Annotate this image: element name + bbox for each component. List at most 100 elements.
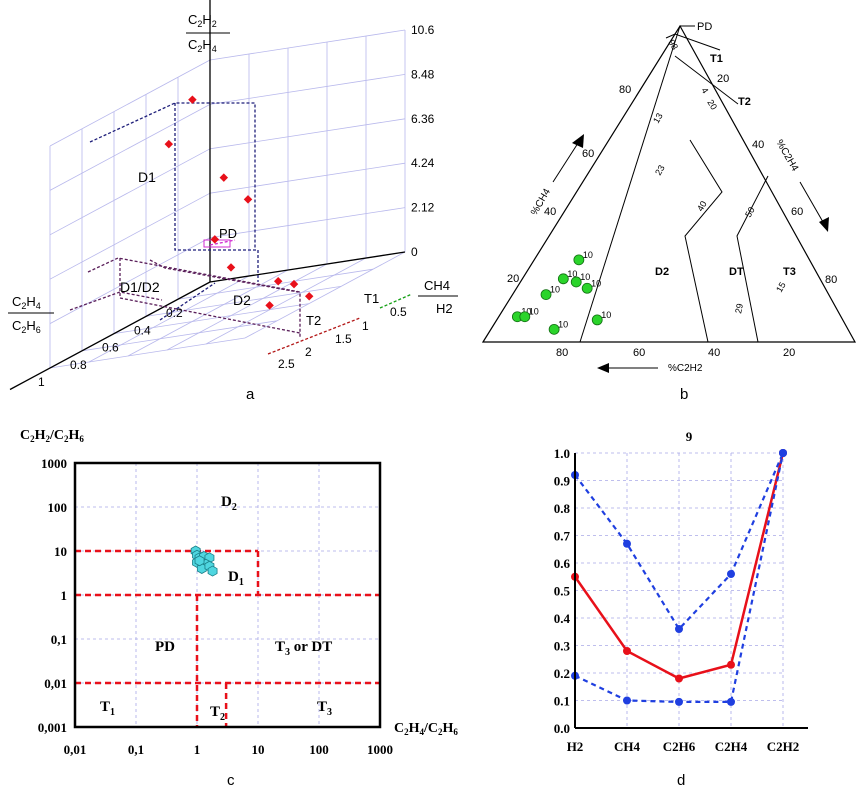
- panel-c-xlabel: C2H4/C2H6: [394, 721, 458, 737]
- panel-b-region-t1: T1: [710, 53, 723, 65]
- panel-b-point: [591, 314, 603, 326]
- panel-c-point: [194, 555, 205, 567]
- panel-a-z-tick: 0: [411, 245, 418, 259]
- panel-a-ylabel-num: CH4: [424, 278, 450, 293]
- panel-a-point: [243, 195, 253, 204]
- panel-a-grid-line: [177, 268, 374, 300]
- panel-d-point: [675, 625, 683, 633]
- panel-a-caption: a: [246, 386, 255, 403]
- panel-c-log-plot: 0,01 0,1 1 10 100 10000,0010,010,11101001000 …: [20, 428, 458, 789]
- panel-b-bottom-tick: 60: [633, 347, 645, 359]
- panel-a-point: [219, 173, 229, 182]
- panel-a-point: [226, 263, 236, 272]
- panel-c-region-d2: D2: [221, 494, 237, 513]
- panel-a-grid-line: [244, 251, 406, 339]
- panel-b-inner-label: 29: [733, 303, 745, 315]
- panel-a-grid-line: [49, 104, 211, 191]
- panel-d-point: [623, 539, 631, 548]
- panel-d-point: [727, 660, 735, 669]
- panel-a-z-tick: 4.24: [411, 156, 435, 170]
- panel-b-right-tick: 40: [752, 139, 764, 151]
- panel-a-xlabel-num: C2H4: [12, 294, 41, 311]
- panel-b-left-tick: 80: [619, 84, 631, 96]
- panel-c-point: [207, 565, 218, 577]
- panel-a-grid-line: [209, 162, 406, 194]
- panel-d-y-tick: 0.5: [554, 584, 571, 599]
- panel-b-right-axis-title: %C2H4: [773, 138, 800, 174]
- panel-a-zlabel-den: C2H4: [188, 37, 217, 54]
- panel-a-x-tick: 0.2: [166, 306, 183, 320]
- panel-b-point-label: 10: [567, 269, 577, 279]
- panel-c-region-pd: PD: [155, 639, 175, 655]
- panel-c-y-tick: 0,001: [38, 720, 67, 735]
- panel-a-grid-line: [49, 59, 211, 147]
- panel-c-y-tick: 1000: [41, 456, 67, 471]
- panel-d-y-tick: 0.7: [554, 529, 571, 544]
- panel-b-right-tick: 60: [791, 206, 803, 218]
- panel-b-inner-label: 50: [743, 205, 757, 219]
- panel-d-grid: [575, 452, 784, 728]
- panel-a-grid-line: [209, 29, 406, 61]
- panel-d-point: [727, 570, 735, 578]
- panel-a-grid-line: [209, 118, 406, 150]
- panel-c-region-t2: T2: [210, 704, 225, 723]
- panel-c-points: [190, 545, 218, 577]
- panel-b-zone-line: [736, 175, 769, 343]
- panel-b-zone-line: [684, 139, 723, 343]
- panel-b-point: [548, 323, 560, 335]
- panel-d-caption: d: [677, 772, 685, 789]
- panel-d-title: 9: [686, 429, 693, 444]
- panel-a-z-tick: 10.6: [411, 23, 435, 37]
- panel-b-triangle-zones: [481, 24, 857, 343]
- panel-b-region-t2: T2: [738, 96, 751, 108]
- panel-a-boundary-line: [149, 259, 299, 293]
- panel-a-region-d1: D1: [138, 169, 156, 185]
- panel-a-boundary-line: [89, 102, 256, 250]
- panel-d-point: [675, 697, 683, 706]
- panel-a-z-tick: 8.48: [411, 67, 435, 81]
- panel-c-x-tick: 0,1: [128, 742, 144, 757]
- panel-a-boundary-line: [159, 282, 216, 321]
- panel-b-left-tick: 40: [544, 206, 556, 218]
- panel-d-point: [623, 696, 631, 705]
- panel-b-point: [557, 273, 569, 285]
- panel-a-grid-line: [49, 192, 211, 280]
- panel-a-point: [273, 277, 283, 286]
- panel-d-y-tick: 0.8: [554, 501, 571, 516]
- panel-b-right-tick: 80: [825, 274, 837, 286]
- panel-b-bottom-axis-title: %C2H2: [668, 363, 703, 374]
- panel-d-point: [675, 674, 683, 683]
- panel-a-point: [210, 235, 220, 244]
- panel-a-y-tick: 1.5: [335, 332, 352, 346]
- panel-a-grid: [9, 0, 406, 391]
- panel-a-grid-line: [205, 257, 367, 345]
- panel-d-series-line: [574, 452, 785, 631]
- panel-b-apex-label: PD: [697, 21, 712, 33]
- panel-b-region-d2: D2: [655, 266, 669, 278]
- panel-a-point: [164, 139, 174, 149]
- panel-b-inner-label: 23: [653, 163, 667, 177]
- panel-b-point: [570, 276, 582, 288]
- panel-a-grid-line: [209, 74, 406, 105]
- panel-a-region-boundaries: [69, 102, 413, 355]
- panel-c-x-tick: 1000: [367, 742, 393, 757]
- panel-a-z-tick: 6.36: [411, 112, 435, 126]
- panel-a-grid-line: [88, 275, 250, 363]
- panel-d-x-tick: C2H4: [715, 739, 748, 754]
- panel-c-x-tick: 100: [309, 742, 329, 757]
- panel-a-y-tick: 0.5: [390, 305, 407, 319]
- panel-a-tick-labels: 0 2.12 4.24 6.36 8.48 10.6 0.2 0.4 0.6 0.8 1 0.5 1 1.…: [38, 23, 435, 389]
- panel-d-point: [727, 697, 735, 706]
- panel-a-point: [304, 292, 314, 301]
- panel-a-region-d2: D2: [233, 292, 251, 308]
- panel-d-y-tick: 0.6: [554, 556, 571, 571]
- panel-a-3d-plot: 0 2.12 4.24 6.36 8.48 10.6 0.2 0.4 0.6 0.8 1 0.5 1 1.…: [8, 0, 458, 403]
- panel-b-point-label: 10: [580, 272, 590, 282]
- panel-b-right-tick: 20: [717, 73, 729, 85]
- panel-b-inner-label: 20: [705, 98, 719, 112]
- panel-a-grid-line: [113, 303, 310, 334]
- panel-a-x-tick: 1: [38, 375, 45, 389]
- panel-c-y-tick: 0,01: [44, 676, 67, 691]
- panel-b-point-label: 10: [591, 278, 601, 288]
- panel-d-x-tick: C2H6: [663, 739, 696, 754]
